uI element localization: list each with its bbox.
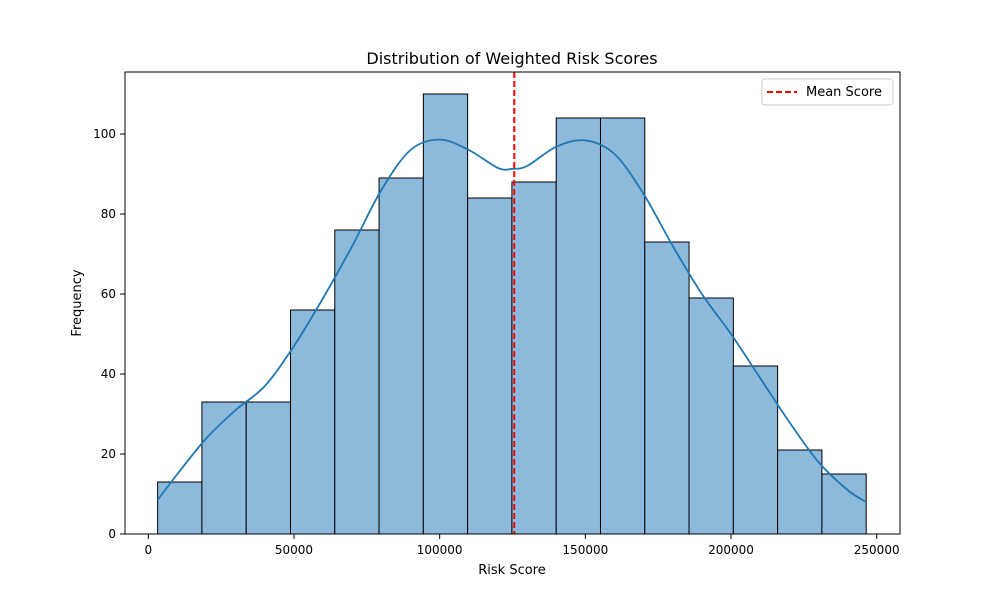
x-tick-label: 250000 [854, 543, 900, 557]
x-tick-label: 50000 [275, 543, 313, 557]
histogram-bar [334, 229, 380, 535]
histogram-bar [599, 117, 646, 535]
kde-layer [156, 138, 867, 503]
y-axis-label: Frequency [70, 269, 85, 336]
x-tick-label: 100000 [417, 543, 463, 557]
x-tick-label: 0 [144, 543, 152, 557]
x-axis-ticks: 0 50000 100000 150000 200000 250000 [144, 534, 900, 557]
kde-curve [156, 138, 867, 503]
x-tick-label: 150000 [562, 543, 608, 557]
chart-title: Distribution of Weighted Risk Scores [366, 49, 657, 68]
plot-frame [124, 71, 901, 535]
legend-mean-label: Mean Score [806, 85, 882, 100]
x-axis-label: Risk Score [478, 563, 546, 578]
y-axis-ticks: 0 20 40 60 80 100 [93, 127, 125, 541]
histogram-bar [644, 241, 690, 535]
histogram-bar [289, 309, 336, 535]
x-tick-label: 200000 [708, 543, 754, 557]
histogram-bar [511, 181, 557, 535]
y-tick-label: 60 [101, 287, 116, 301]
histogram-bar [467, 197, 513, 535]
histogram-bar [777, 449, 823, 535]
histogram-bar [555, 117, 601, 535]
histogram-bar [821, 473, 867, 535]
y-tick-label: 40 [101, 367, 116, 381]
histogram-bar [245, 401, 291, 535]
y-tick-label: 0 [108, 527, 116, 541]
y-tick-label: 80 [101, 207, 116, 221]
legend-box [761, 78, 894, 106]
histogram-bars [157, 93, 867, 535]
histogram-bar [422, 93, 469, 535]
y-tick-label: 100 [93, 127, 116, 141]
histogram-bar [378, 177, 424, 535]
y-tick-label: 20 [101, 447, 116, 461]
histogram-bar [201, 401, 247, 535]
histogram-bar [732, 365, 779, 535]
histogram-bar [688, 297, 734, 535]
legend: Mean Score [761, 78, 894, 106]
